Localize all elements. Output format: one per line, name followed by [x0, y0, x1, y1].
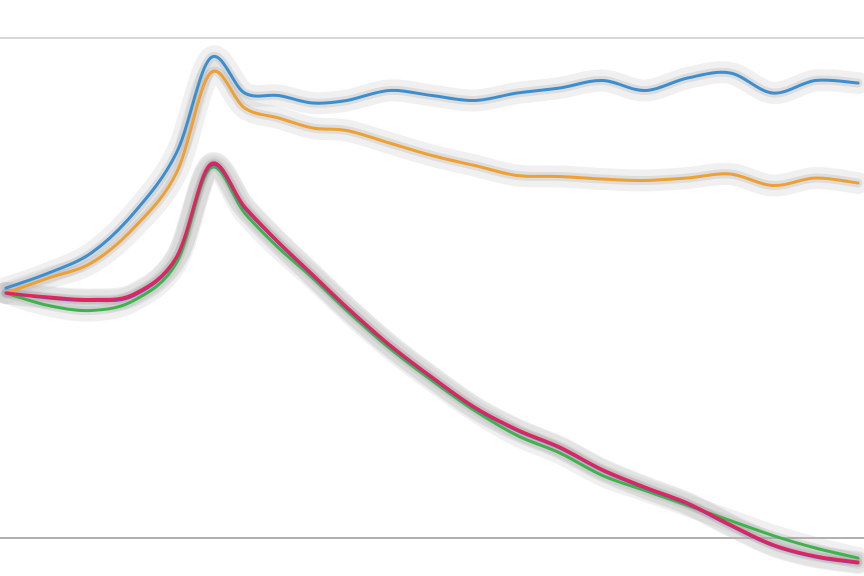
series-4-line	[4, 161, 860, 564]
series-0-line	[4, 54, 860, 290]
series-1-line	[4, 69, 860, 295]
plot-area	[0, 37, 864, 574]
